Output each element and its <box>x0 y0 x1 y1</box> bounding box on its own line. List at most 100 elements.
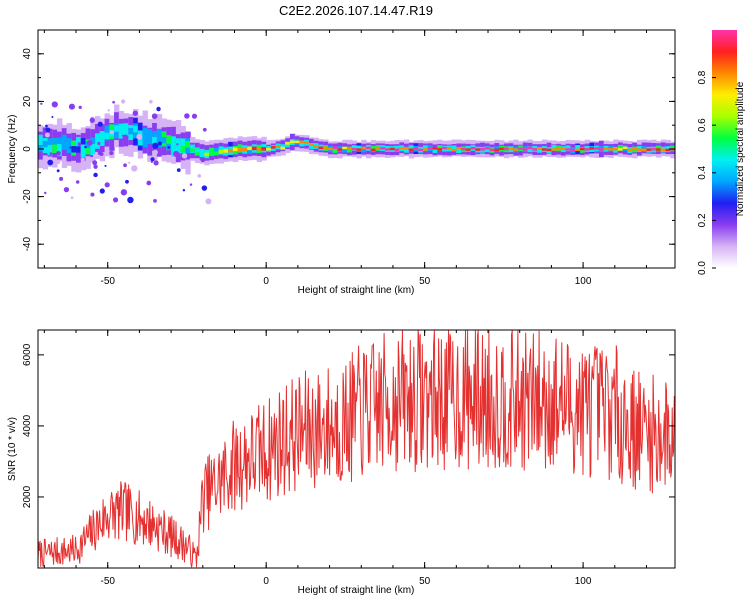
spectrogram-cell <box>175 143 182 150</box>
spectrogram-cell <box>180 138 186 154</box>
spectrogram-cell <box>266 147 272 151</box>
spectrogram-cell <box>218 149 224 154</box>
spectrogram-noise <box>44 132 50 138</box>
spectrogram-noise <box>151 113 158 120</box>
spectrogram-noise <box>47 159 54 166</box>
spectrogram-noise <box>51 101 58 108</box>
spectrogram-cell <box>256 147 263 151</box>
spectrogram-noise <box>104 182 110 188</box>
spectrogram-cell <box>622 146 629 150</box>
spectrogram-cell <box>346 146 353 153</box>
spectrogram-cell <box>156 129 163 145</box>
spectrogram-noise <box>189 183 193 186</box>
spectrogram-cell <box>432 147 438 153</box>
spectrogram-cell <box>80 142 87 158</box>
snr-frame <box>37 329 676 569</box>
spectrogram-cell <box>308 143 315 146</box>
spectrogram-cell <box>294 140 301 144</box>
spectrogram-cell <box>342 146 348 153</box>
spectrogram-cell <box>228 148 234 153</box>
spectrogram-noise <box>127 196 134 204</box>
spectrogram-cell <box>152 136 158 144</box>
spectrogram-cell <box>123 126 129 134</box>
spectrogram-cell <box>299 140 305 147</box>
spectrogram-noise <box>93 164 98 169</box>
spectrogram-cell <box>366 146 372 150</box>
spectrogram-noise <box>200 157 206 163</box>
spectrogram-cell <box>80 138 87 145</box>
y-tick-label: -20 <box>22 189 33 204</box>
spectrogram-noise <box>173 150 180 158</box>
spectrogram-cell <box>394 148 400 151</box>
spectrogram-cell <box>161 136 167 144</box>
spectrogram-cell <box>617 144 624 151</box>
spectrogram-cell <box>651 147 657 151</box>
spectrogram-noise <box>182 189 186 192</box>
spectrogram-noise <box>99 152 104 156</box>
spectrogram-noise <box>93 172 98 178</box>
y-tick-label: 20 <box>22 95 33 107</box>
x-tick-label: 50 <box>419 576 431 587</box>
spectrogram-cell <box>99 130 106 146</box>
spectrogram-cell <box>399 147 405 150</box>
x-tick-label: 100 <box>575 576 592 587</box>
spectrogram-noise <box>191 113 198 119</box>
spectrogram-cell <box>675 147 680 153</box>
spectrogram-cell <box>133 125 139 133</box>
spectrogram-noise <box>136 133 143 140</box>
spectrogram-cell <box>608 148 614 151</box>
y-tick-label: 2000 <box>22 485 33 508</box>
spectrogram-noise <box>90 192 95 197</box>
spectrogram-cell <box>594 147 600 150</box>
x-tick-label: 100 <box>575 276 592 287</box>
spectrogram-cell <box>385 148 391 151</box>
spectrogram-noise <box>167 146 171 149</box>
spectrogram-cell <box>128 128 134 135</box>
spectrogram-cell <box>461 147 467 151</box>
spectrogram-noise <box>92 160 98 166</box>
spectrogram-cell <box>327 147 334 151</box>
spectrogram-cell <box>199 150 205 155</box>
spectrogram-cell <box>442 146 448 150</box>
spectrogram-noise <box>69 146 72 149</box>
spectrogram-cell <box>194 148 201 153</box>
spectrogram-cell <box>147 129 153 145</box>
spectrogram-cell <box>489 148 495 152</box>
spectrogram-cell <box>575 144 581 151</box>
spectrogram-noise <box>40 102 43 105</box>
spectrogram-cell <box>570 148 576 152</box>
snr-series-line <box>38 330 675 568</box>
spectrogram-cell <box>76 146 82 153</box>
spectrogram-cell <box>308 142 315 149</box>
spectrogram-cell <box>47 140 53 156</box>
spectrogram-cell <box>337 148 343 151</box>
spectrogram-noise <box>201 185 208 191</box>
spectrogram-cell <box>261 147 267 151</box>
spectrogram-noise <box>157 141 162 146</box>
spectrogram-cell <box>361 146 367 153</box>
spectrogram-cell <box>470 146 476 150</box>
spectrogram-noise <box>97 141 101 146</box>
spectrogram-cell <box>57 141 63 157</box>
spectrogram-noise <box>176 143 179 146</box>
spectrogram-cell <box>522 148 529 151</box>
y-tick-label: -40 <box>22 237 33 252</box>
spectrogram-cell <box>527 146 533 153</box>
spectrogram-cell <box>632 147 638 151</box>
spectrogram-cell <box>280 146 286 150</box>
spectrogram-cell <box>95 142 101 149</box>
spectrogram-cell <box>180 146 186 153</box>
spectrogram-cell <box>675 148 680 150</box>
spectrogram-cell <box>389 147 396 151</box>
spectrogram-cell <box>636 148 643 152</box>
spectrogram-cell <box>484 146 491 150</box>
spectrogram-cell <box>42 140 49 148</box>
spectrogram-noise <box>181 153 188 159</box>
spectrogram-noise <box>132 110 138 116</box>
spectrogram-cell <box>541 148 548 151</box>
spectrogram-cell <box>451 148 457 152</box>
spectrogram-cell <box>299 140 305 144</box>
spectrogram-cell <box>499 147 505 151</box>
spectrogram-cell <box>118 126 125 134</box>
